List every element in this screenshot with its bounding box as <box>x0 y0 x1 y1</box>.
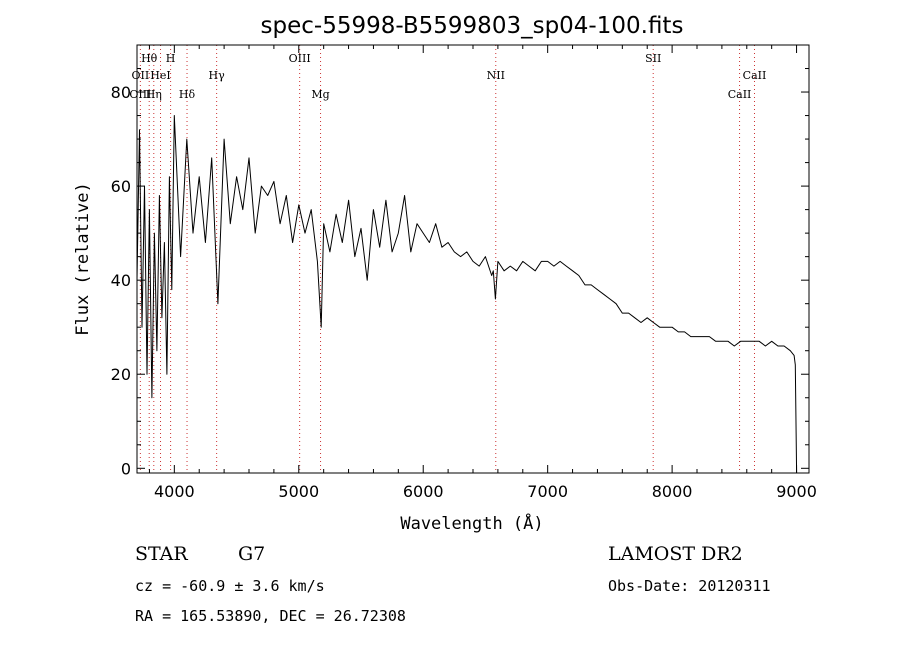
marker-label: Hθ <box>141 52 158 65</box>
spectrum-series <box>136 115 798 474</box>
y-tick-label: 0 <box>121 459 131 478</box>
y-tick-label: 80 <box>111 83 131 102</box>
redshift-line: cz = -60.9 ± 3.6 km/s <box>135 577 325 595</box>
x-tick-label: 4000 <box>154 482 195 501</box>
spectral-subclass: G7 <box>238 543 265 565</box>
coordinates: RA = 165.53890, DEC = 26.72308 <box>135 607 406 625</box>
x-tick-label: 5000 <box>278 482 319 501</box>
x-tick-label: 8000 <box>652 482 693 501</box>
marker-label: HeI <box>150 69 170 82</box>
chart-title: spec-55998-B5599803_sp04-100.fits <box>261 13 684 39</box>
marker-label: Hδ <box>179 88 196 101</box>
marker-label: OIII <box>129 88 151 101</box>
survey-name: LAMOST DR2 <box>608 543 743 565</box>
y-tick-label: 20 <box>111 365 131 384</box>
y-tick-label: 60 <box>111 177 131 196</box>
series-line <box>136 115 798 474</box>
marker-label: H <box>166 52 176 65</box>
marker-label: SII <box>645 52 661 65</box>
x-tick-label: 6000 <box>403 482 444 501</box>
obs-date: Obs-Date: 20120311 <box>608 577 771 595</box>
marker-label: Hγ <box>209 69 226 82</box>
y-axis-label: Flux (relative) <box>73 182 93 336</box>
axis-ticks: 4000 5000 6000 7000 8000 9000 0 20 40 60 80 <box>111 45 817 501</box>
marker-label: CaII <box>743 69 767 82</box>
marker-label: OIII <box>289 52 311 65</box>
marker-label: Hη <box>146 88 162 101</box>
emission-line-markers <box>139 45 755 473</box>
x-axis-label: Wavelength (Å) <box>400 512 543 534</box>
marker-label: NII <box>487 69 505 82</box>
marker-label: Mg <box>311 88 329 101</box>
plot-frame <box>136 44 810 474</box>
marker-label: OII <box>132 69 150 82</box>
marker-label: CaII <box>728 88 752 101</box>
object-type: STAR <box>135 543 188 565</box>
y-tick-label: 40 <box>111 271 131 290</box>
x-tick-label: 7000 <box>527 482 568 501</box>
x-tick-label: 9000 <box>776 482 817 501</box>
